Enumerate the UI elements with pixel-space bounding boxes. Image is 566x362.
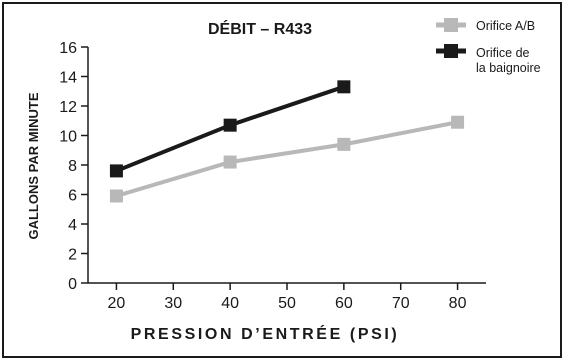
y-tick-label: 10 [59,129,77,146]
y-tick-label: 6 [68,188,77,205]
x-tick-label: 50 [278,295,296,312]
y-tick-label: 2 [68,247,77,264]
y-tick-label: 12 [59,99,77,116]
series-1-point [223,118,237,132]
y-tick-label: 16 [59,40,77,57]
x-axis-label: PRESSION D’ENTRÉE (PSI) [131,324,400,343]
legend: Orifice A/B Orifice de la baignoire [436,18,541,75]
legend-marker-orifice-ab [444,18,458,32]
legend-label-orifice-baignoire-line1: Orifice de [476,46,530,60]
x-tick-label: 30 [164,295,182,312]
chart-frame [2,2,562,358]
legend-label-orifice-ab: Orifice A/B [476,19,535,33]
x-tick-label: 40 [221,295,239,312]
series-0-point [109,189,123,203]
legend-marker-orifice-baignoire [444,44,458,58]
y-axis-label: GALLONS PAR MINUTE [26,92,41,239]
y-tick-label: 0 [68,276,77,293]
series-0-point [223,155,237,169]
x-tick-label: 70 [392,295,410,312]
legend-label-orifice-baignoire-line2: la baignoire [476,61,541,75]
series-1-point [109,164,123,178]
series-1-point [337,80,351,94]
series-0-point [337,137,351,151]
chart-title: DÉBIT – R433 [208,19,312,38]
y-tick-label: 14 [59,70,77,87]
x-tick-label: 20 [108,295,126,312]
y-tick-label: 8 [68,158,77,175]
x-tick-label: 60 [335,295,353,312]
y-tick-label: 4 [68,217,77,234]
series-0-point [451,115,465,129]
x-tick-label: 80 [449,295,467,312]
series-0-line [115,120,458,198]
